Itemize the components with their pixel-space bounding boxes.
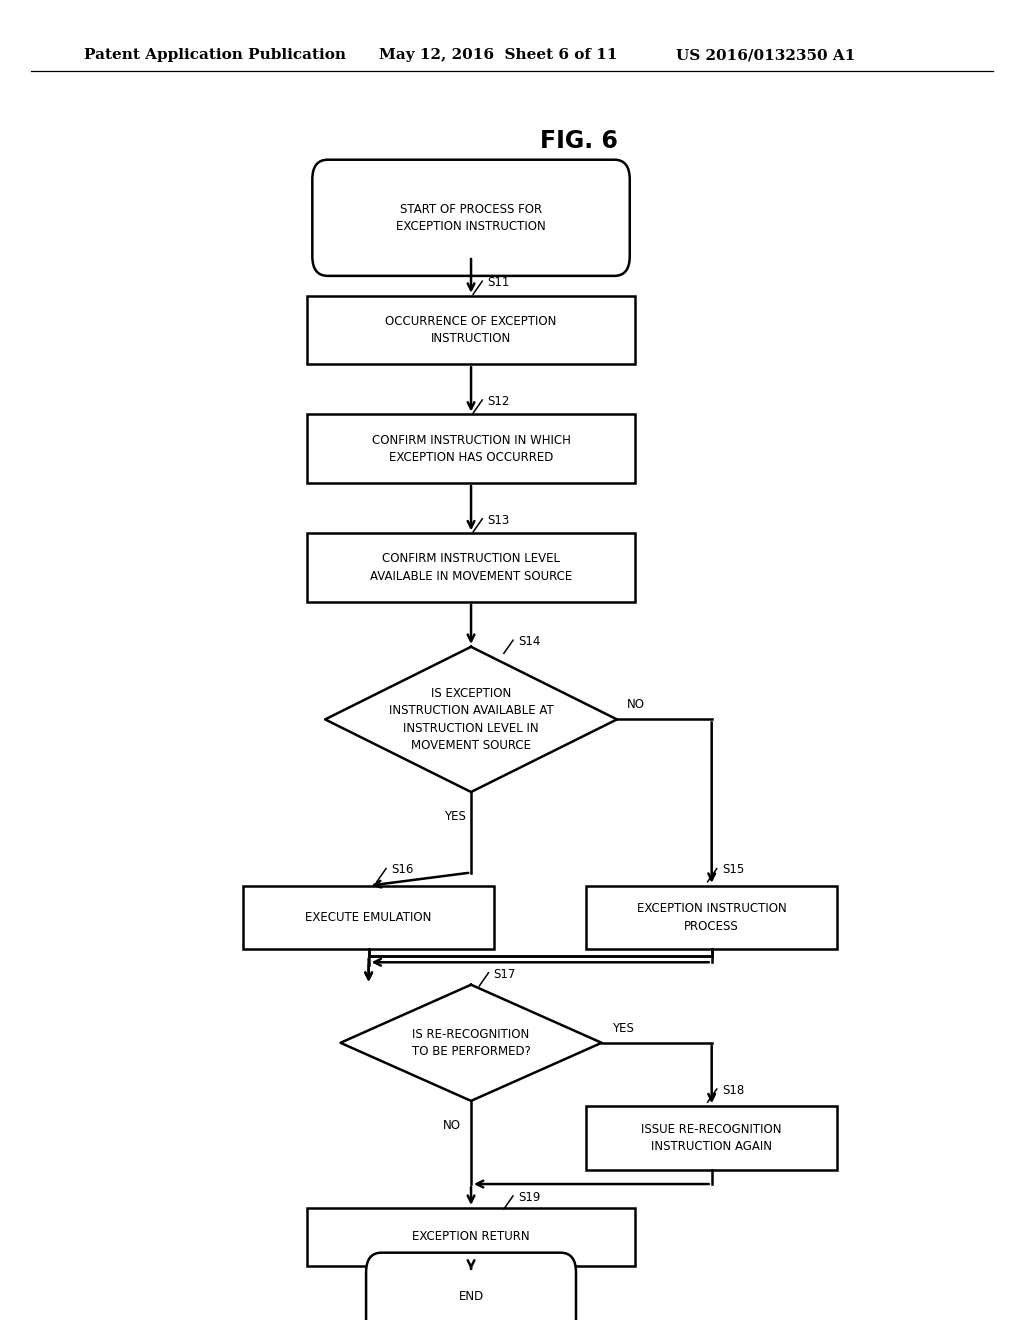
Bar xyxy=(586,886,838,949)
Bar xyxy=(586,1106,838,1170)
Text: May 12, 2016  Sheet 6 of 11: May 12, 2016 Sheet 6 of 11 xyxy=(379,49,617,62)
Bar xyxy=(307,296,635,364)
Text: S16: S16 xyxy=(391,863,414,876)
Text: EXECUTE EMULATION: EXECUTE EMULATION xyxy=(305,911,432,924)
Text: EXCEPTION INSTRUCTION
PROCESS: EXCEPTION INSTRUCTION PROCESS xyxy=(637,902,786,933)
Text: US 2016/0132350 A1: US 2016/0132350 A1 xyxy=(676,49,855,62)
Text: Patent Application Publication: Patent Application Publication xyxy=(84,49,346,62)
Text: S12: S12 xyxy=(487,395,510,408)
Text: CONFIRM INSTRUCTION LEVEL
AVAILABLE IN MOVEMENT SOURCE: CONFIRM INSTRUCTION LEVEL AVAILABLE IN M… xyxy=(370,552,572,583)
Text: S11: S11 xyxy=(487,276,510,289)
Bar xyxy=(307,533,635,602)
Text: S17: S17 xyxy=(494,968,516,981)
Text: S15: S15 xyxy=(722,863,744,876)
Text: OCCURRENCE OF EXCEPTION
INSTRUCTION: OCCURRENCE OF EXCEPTION INSTRUCTION xyxy=(385,314,557,346)
Polygon shape xyxy=(340,985,602,1101)
Polygon shape xyxy=(326,647,616,792)
Text: END: END xyxy=(459,1290,483,1303)
Text: IS RE-RECOGNITION
TO BE PERFORMED?: IS RE-RECOGNITION TO BE PERFORMED? xyxy=(412,1027,530,1059)
FancyBboxPatch shape xyxy=(367,1253,575,1320)
Text: YES: YES xyxy=(444,810,466,824)
Text: NO: NO xyxy=(442,1119,461,1133)
Bar xyxy=(244,886,494,949)
Text: NO: NO xyxy=(627,698,645,711)
Text: START OF PROCESS FOR
EXCEPTION INSTRUCTION: START OF PROCESS FOR EXCEPTION INSTRUCTI… xyxy=(396,202,546,234)
Text: S13: S13 xyxy=(487,513,510,527)
Bar xyxy=(307,1208,635,1266)
Text: IS EXCEPTION
INSTRUCTION AVAILABLE AT
INSTRUCTION LEVEL IN
MOVEMENT SOURCE: IS EXCEPTION INSTRUCTION AVAILABLE AT IN… xyxy=(389,686,553,752)
FancyBboxPatch shape xyxy=(312,160,630,276)
Text: S18: S18 xyxy=(722,1084,744,1097)
Text: ISSUE RE-RECOGNITION
INSTRUCTION AGAIN: ISSUE RE-RECOGNITION INSTRUCTION AGAIN xyxy=(641,1122,782,1154)
Text: S19: S19 xyxy=(518,1191,541,1204)
Text: CONFIRM INSTRUCTION IN WHICH
EXCEPTION HAS OCCURRED: CONFIRM INSTRUCTION IN WHICH EXCEPTION H… xyxy=(372,433,570,465)
Text: EXCEPTION RETURN: EXCEPTION RETURN xyxy=(413,1230,529,1243)
Text: FIG. 6: FIG. 6 xyxy=(540,129,617,153)
Text: YES: YES xyxy=(612,1022,634,1035)
Bar xyxy=(307,414,635,483)
Text: S14: S14 xyxy=(518,635,541,648)
